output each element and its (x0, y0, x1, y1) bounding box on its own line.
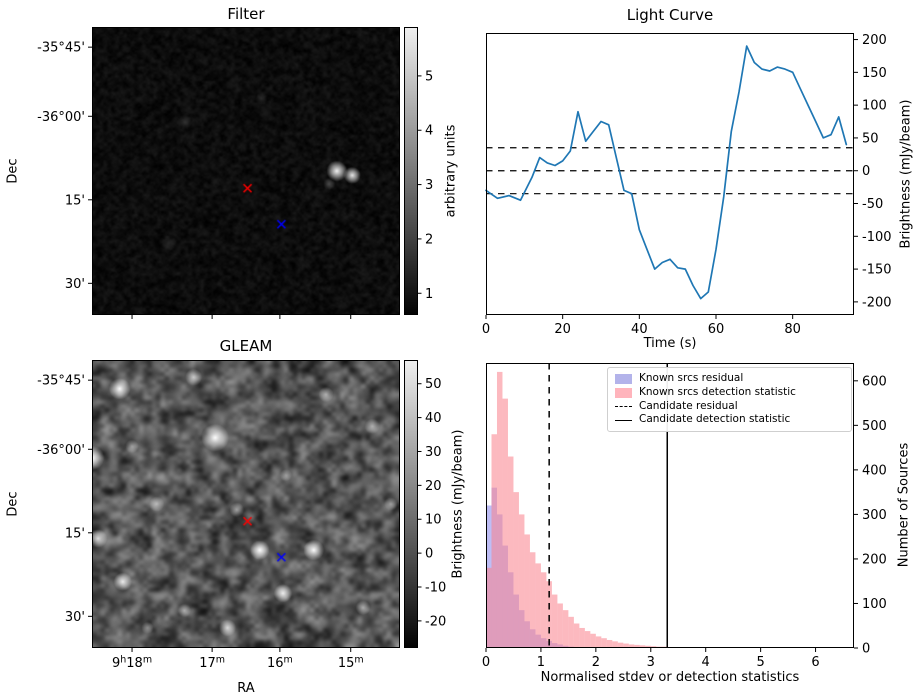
histogram-xlabel: Normalised stdev or detection statistics (540, 670, 800, 685)
svg-text:17m: 17m (199, 655, 225, 672)
gleam-sky-image (92, 360, 400, 648)
svg-text:40: 40 (631, 322, 648, 337)
svg-text:-36°00': -36°00' (37, 110, 85, 125)
svg-text:50: 50 (862, 131, 879, 146)
svg-text:150: 150 (862, 66, 887, 81)
gleam-xlabel: RA (237, 681, 255, 696)
legend-label-candidate-residual: Candidate residual (639, 399, 738, 412)
svg-text:-150: -150 (862, 263, 892, 278)
svg-text:-100: -100 (862, 230, 892, 245)
legend-swatch-known-detstat-icon (615, 387, 632, 398)
svg-text:9h18m: 9h18m (112, 655, 152, 672)
svg-text:200: 200 (862, 552, 887, 567)
gleam-colorbar-label: Brightness (mJy/beam) (450, 429, 466, 579)
svg-text:10: 10 (425, 513, 442, 528)
svg-text:5: 5 (756, 655, 764, 670)
legend-swatch-known-residual-icon (615, 373, 632, 384)
svg-text:60: 60 (708, 322, 725, 337)
svg-text:100: 100 (862, 597, 887, 612)
svg-text:-35°45': -35°45' (37, 41, 85, 56)
legend-item-candidate-residual: Candidate residual (615, 400, 843, 414)
filter-sky-image (92, 27, 400, 315)
svg-text:-200: -200 (862, 295, 892, 310)
svg-text:30: 30 (425, 445, 442, 460)
svg-text:300: 300 (862, 508, 887, 523)
filter-colorbar (404, 27, 418, 315)
svg-text:500: 500 (862, 419, 887, 434)
svg-text:20: 20 (554, 322, 571, 337)
svg-text:15': 15' (65, 526, 85, 541)
lightcurve-xlabel: Time (s) (643, 336, 697, 351)
legend-item-candidate-detstat: Candidate detection statistic (615, 413, 843, 427)
lightcurve-ylabel: Brightness (mJy/beam) (898, 99, 914, 249)
svg-text:600: 600 (862, 374, 887, 389)
gleam-colorbar (404, 360, 418, 648)
legend-swatch-candidate-detstat-icon (615, 419, 632, 421)
gleam-title: GLEAM (219, 337, 273, 355)
legend-label-known-detstat: Known srcs detection statistic (639, 385, 796, 398)
svg-text:-35°45': -35°45' (37, 374, 85, 389)
svg-text:30': 30' (65, 610, 85, 625)
svg-text:0: 0 (482, 322, 490, 337)
svg-text:16m: 16m (267, 655, 293, 672)
svg-text:6: 6 (811, 655, 819, 670)
gleam-ylabel: Dec (5, 491, 21, 517)
svg-text:-36°00': -36°00' (37, 443, 85, 458)
legend-item-known-residual: Known srcs residual (615, 372, 843, 386)
svg-text:30': 30' (65, 277, 85, 292)
svg-text:0: 0 (482, 655, 490, 670)
filter-ylabel: Dec (5, 158, 21, 184)
histogram-legend: Known srcs residual Known srcs detection… (607, 367, 852, 433)
svg-text:5: 5 (425, 69, 433, 84)
svg-text:0: 0 (862, 164, 870, 179)
svg-text:2: 2 (592, 655, 600, 670)
svg-text:100: 100 (862, 99, 887, 114)
svg-text:1: 1 (537, 655, 545, 670)
svg-text:3: 3 (647, 655, 655, 670)
legend-swatch-candidate-residual-icon (615, 405, 632, 407)
svg-text:1: 1 (425, 287, 433, 302)
svg-text:-50: -50 (862, 197, 883, 212)
legend-label-known-residual: Known srcs residual (639, 372, 744, 384)
svg-text:2: 2 (425, 232, 433, 247)
svg-text:15m: 15m (338, 655, 364, 672)
filter-title: Filter (227, 5, 265, 23)
lightcurve-title: Light Curve (626, 6, 714, 24)
svg-text:-20: -20 (425, 614, 446, 629)
svg-text:80: 80 (784, 322, 801, 337)
svg-text:4: 4 (425, 124, 433, 139)
legend-item-known-detstat: Known srcs detection statistic (615, 386, 843, 400)
svg-text:4: 4 (702, 655, 710, 670)
svg-text:-10: -10 (425, 581, 446, 596)
svg-text:0: 0 (425, 547, 433, 562)
legend-label-candidate-detstat: Candidate detection statistic (639, 413, 791, 426)
svg-text:3: 3 (425, 178, 433, 193)
svg-text:40: 40 (425, 411, 442, 426)
svg-text:15': 15' (65, 193, 85, 208)
svg-text:400: 400 (862, 463, 887, 478)
histogram-ylabel: Number of Sources (896, 442, 912, 568)
svg-text:20: 20 (425, 479, 442, 494)
svg-text:50: 50 (425, 377, 442, 392)
svg-text:0: 0 (862, 642, 870, 657)
filter-colorbar-label: arbitrary units (443, 124, 459, 218)
svg-text:200: 200 (862, 33, 887, 48)
